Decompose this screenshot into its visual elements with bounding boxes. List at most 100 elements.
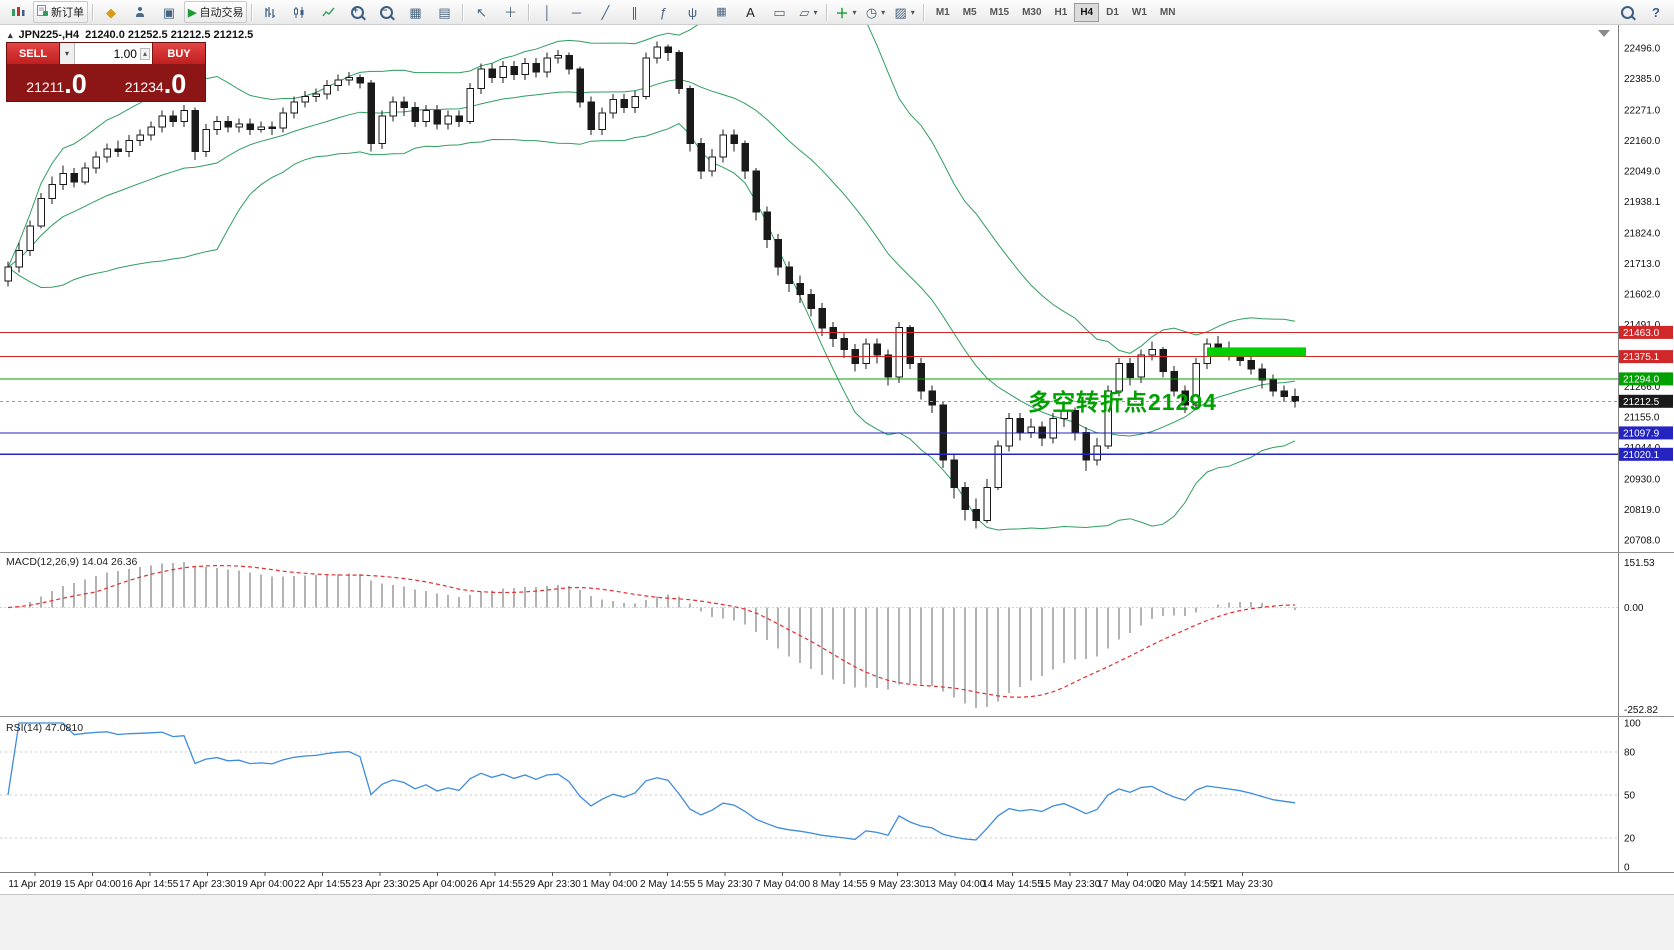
timeframe-d1[interactable]: D1 xyxy=(1106,6,1119,18)
time-label: 20 May 14:55 xyxy=(1155,879,1216,890)
bar-chart-icon[interactable] xyxy=(256,1,284,23)
market-watch-icon[interactable]: ◆ xyxy=(106,4,116,20)
cursor-icon[interactable]: ↖ xyxy=(476,4,487,20)
time-axis[interactable] xyxy=(0,873,1674,894)
search-icon[interactable] xyxy=(1613,1,1641,23)
volume-input[interactable]: 1.00 ▴ xyxy=(75,43,153,64)
symbol-name: JPN225-,H4 xyxy=(18,29,80,41)
bollinger-middle-line xyxy=(7,78,1296,437)
terminal-icon[interactable]: ▣ xyxy=(162,4,176,20)
chart-canvas[interactable]: 22496.0 22385.0 22271.0 22160.0 22049.0 21938… xyxy=(0,25,1674,894)
toolbar-separator xyxy=(92,3,93,21)
macd-axis-label: 151.53 xyxy=(1624,558,1655,569)
toolbar-separator xyxy=(251,3,253,21)
timeframe-m30[interactable]: M30 xyxy=(1022,6,1042,18)
level-price-badge: 21020.1 xyxy=(1619,447,1673,461)
timeframe-h4[interactable]: H4 xyxy=(1074,2,1100,22)
highlight-bar[interactable] xyxy=(1207,347,1306,357)
toolbar-separator xyxy=(462,3,464,21)
autotrade-label: 自动交易 xyxy=(199,7,244,19)
svg-text:21212.5: 21212.5 xyxy=(1623,397,1660,408)
price-tick-label: 20708.0 xyxy=(1624,536,1661,547)
candlestick-chart-icon[interactable] xyxy=(285,1,313,23)
timeframe-m5[interactable]: M5 xyxy=(962,6,977,18)
one-click-panel: SELL ▾ 1.00 ▴ BUY 21211 .0 21234 .0 xyxy=(6,42,206,102)
timeframe-w1[interactable]: W1 xyxy=(1131,6,1147,18)
label-tool-icon[interactable]: ▭ xyxy=(773,4,786,20)
time-label: 14 May 14:55 xyxy=(982,879,1043,890)
time-label: 2 May 14:55 xyxy=(640,879,695,890)
candles-layer xyxy=(4,41,1299,529)
price-tick-label: 20930.0 xyxy=(1624,475,1661,486)
price-tick-label: 21491.0 xyxy=(1624,320,1661,331)
zoom-in-icon[interactable]: + xyxy=(343,1,371,23)
timeframe-m15[interactable]: M15 xyxy=(989,6,1010,18)
timeframe-group: M1 M5 M15 M30 H1 H4 D1 W1 MN xyxy=(930,2,1182,22)
volume-up-caret[interactable]: ▴ xyxy=(139,47,150,60)
tile-windows-icon[interactable]: ▦ xyxy=(409,4,422,20)
buy-button[interactable]: BUY xyxy=(153,43,205,64)
price-tick-label: 22160.0 xyxy=(1624,136,1661,147)
time-label: 5 May 23:30 xyxy=(697,879,752,890)
app-icon xyxy=(4,1,32,23)
time-label: 21 May 23:30 xyxy=(1212,879,1273,890)
timeframe-h1[interactable]: H1 xyxy=(1054,6,1068,18)
timeframe-mn[interactable]: MN xyxy=(1159,6,1176,18)
time-label: 11 Apr 2019 xyxy=(8,879,62,890)
buy-price-pips: .0 xyxy=(163,69,187,99)
level-price-badge: 21294.0 xyxy=(1619,372,1673,386)
current-price-badge: 21212.5 xyxy=(1619,394,1673,408)
line-chart-icon[interactable] xyxy=(314,1,342,23)
annotation-text[interactable]: 多空转折点21294 xyxy=(1028,389,1217,415)
price-tick-label: 21602.0 xyxy=(1624,290,1661,301)
time-label: 9 May 23:30 xyxy=(870,879,925,890)
time-label: 26 Apr 14:55 xyxy=(467,879,524,890)
svg-text:21097.9: 21097.9 xyxy=(1623,428,1660,439)
buy-price[interactable]: 21234 .0 xyxy=(106,64,205,101)
sell-price[interactable]: 21211 .0 xyxy=(7,64,106,101)
level-price-badge: 21375.1 xyxy=(1619,350,1673,364)
templates-icon[interactable]: ▨ ▾ xyxy=(894,4,915,20)
autotrade-button[interactable]: ▶ 自动交易 xyxy=(184,1,248,23)
zoom-out-icon[interactable]: − xyxy=(372,1,400,23)
sell-button[interactable]: SELL xyxy=(7,43,60,64)
pitchfork-icon[interactable]: ψ xyxy=(687,4,698,20)
crosshair-icon[interactable]: ＋ xyxy=(503,4,517,20)
price-pane[interactable] xyxy=(4,25,1299,531)
horizontal-line-icon[interactable]: ─ xyxy=(571,4,582,20)
periods-icon[interactable]: ◷ ▾ xyxy=(865,4,886,20)
rsi-pane[interactable] xyxy=(0,722,1618,841)
time-label: 22 Apr 14:55 xyxy=(294,879,351,890)
symbol-ohlc: 21240.0 21252.5 21212.5 21212.5 xyxy=(85,29,254,41)
new-order-button[interactable]: 新订单 xyxy=(33,1,88,23)
time-label: 29 Apr 23:30 xyxy=(524,879,581,890)
macd-indicator-label: MACD(12,26,9) 14.04 26.36 xyxy=(6,556,138,568)
time-label: 19 Apr 04:00 xyxy=(237,879,294,890)
symbol-info: ▴ JPN225-,H4 21240.0 21252.5 21212.5 212… xyxy=(8,29,253,41)
shapes-icon[interactable]: ▱ ▾ xyxy=(799,4,818,20)
grid-icon[interactable]: ▦ xyxy=(716,5,727,18)
channel-icon[interactable]: ∥ xyxy=(631,4,638,20)
timeframe-m1[interactable]: M1 xyxy=(935,6,950,18)
macd-pane[interactable] xyxy=(0,562,1618,708)
time-label: 8 May 14:55 xyxy=(812,879,867,890)
bollinger-upper-line xyxy=(7,25,1296,354)
help-icon[interactable]: ? xyxy=(1652,4,1660,20)
svg-text:21463.0: 21463.0 xyxy=(1623,328,1660,339)
window-bottom-strip xyxy=(0,894,1674,950)
navigator-icon[interactable] xyxy=(126,1,154,23)
indicators-icon[interactable]: ＋ ▾ xyxy=(835,5,857,21)
vertical-line-icon[interactable]: │ xyxy=(543,4,552,20)
cascade-windows-icon[interactable]: ▤ xyxy=(438,4,451,20)
sell-options-caret[interactable]: ▾ xyxy=(60,43,75,64)
macd-signal-line xyxy=(7,564,1296,698)
fibonacci-icon[interactable]: ƒ xyxy=(659,4,668,20)
rsi-line xyxy=(7,722,1296,841)
rsi-axis-label: 0 xyxy=(1624,863,1630,874)
time-label: 15 Apr 04:00 xyxy=(64,879,121,890)
trendline-icon[interactable]: ╱ xyxy=(601,4,610,20)
time-label: 7 May 04:00 xyxy=(755,879,810,890)
text-tool-icon[interactable]: A xyxy=(746,4,755,20)
chart-menu-icon[interactable]: ▴ xyxy=(8,29,13,40)
